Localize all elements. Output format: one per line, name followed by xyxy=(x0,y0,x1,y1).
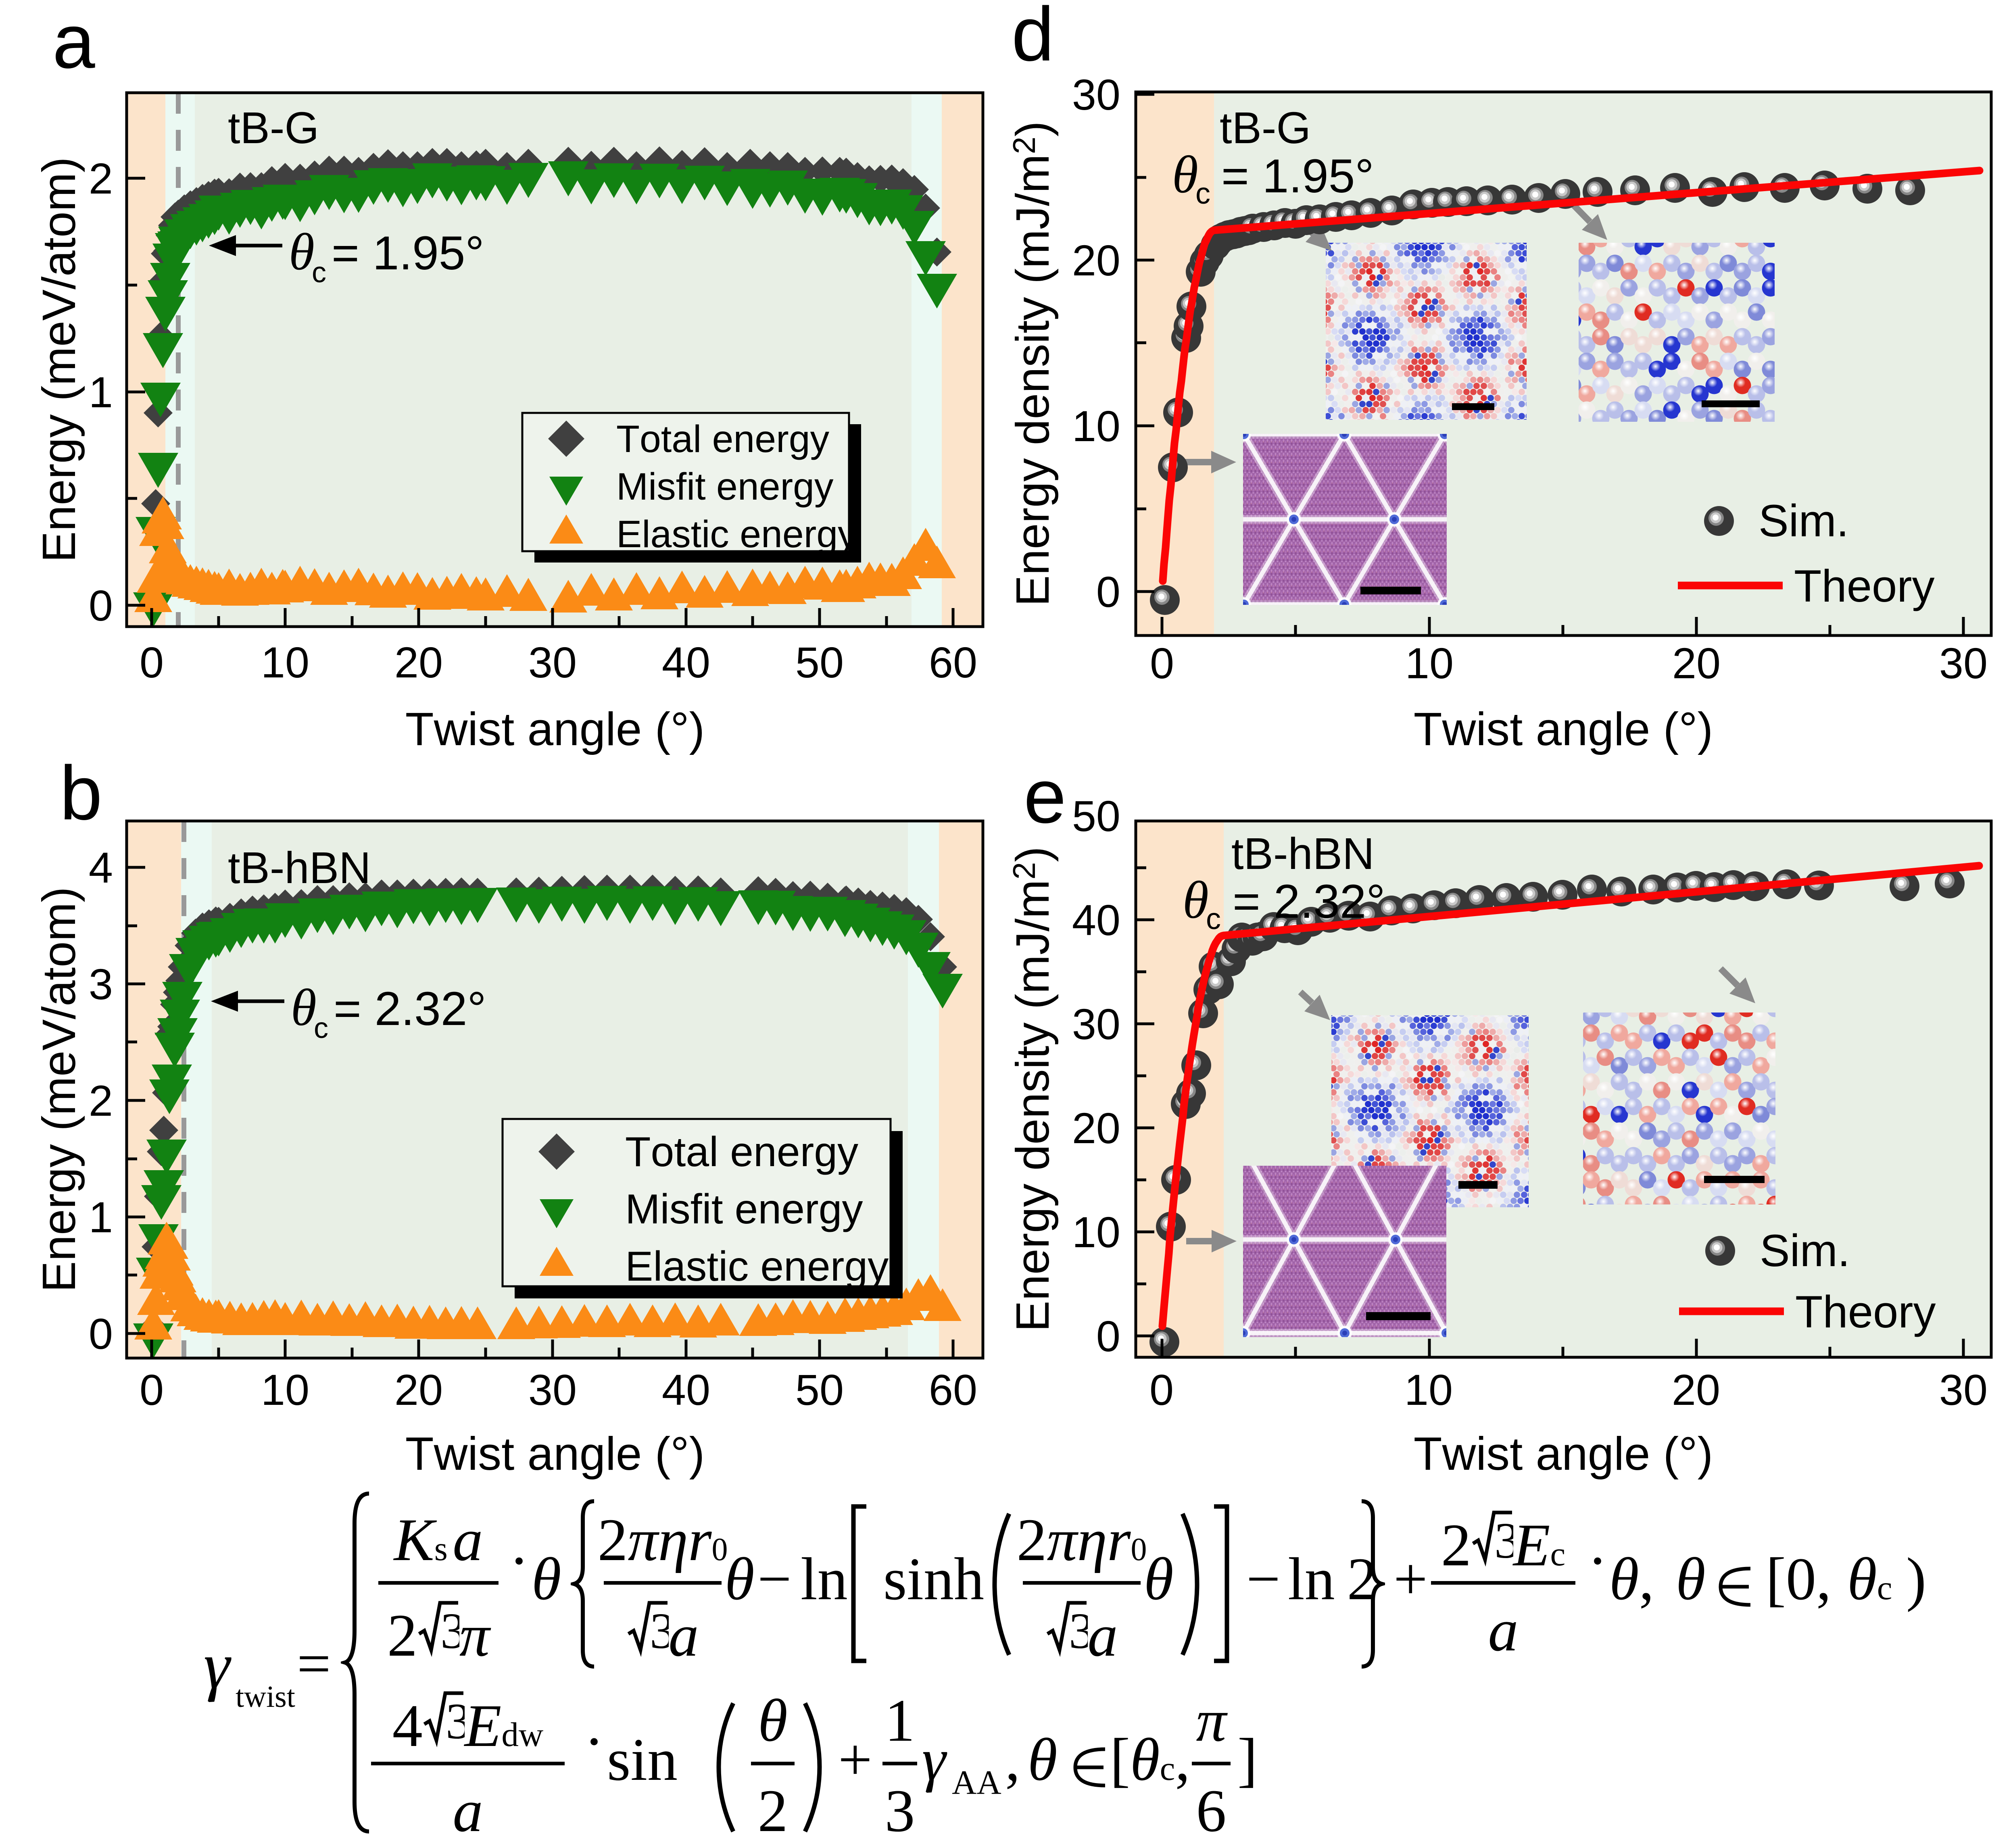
svg-text:20: 20 xyxy=(1072,236,1120,285)
svg-text:θ: θ xyxy=(289,223,315,281)
svg-text:θ: θ xyxy=(1183,870,1209,929)
svg-text:4: 4 xyxy=(89,843,113,892)
svg-text:Twist angle (°): Twist angle (°) xyxy=(405,1427,705,1480)
svg-text:0: 0 xyxy=(1096,567,1120,616)
svg-text:0: 0 xyxy=(140,638,164,687)
svg-text:3: 3 xyxy=(89,960,113,1008)
svg-text:c: c xyxy=(312,256,326,289)
svg-text:1: 1 xyxy=(89,368,113,417)
svg-text:e: e xyxy=(1024,754,1066,839)
svg-text:Sim.: Sim. xyxy=(1759,496,1849,546)
svg-text:b: b xyxy=(60,750,102,836)
svg-text:0: 0 xyxy=(1149,1365,1174,1414)
svg-text:tB-hBN: tB-hBN xyxy=(1231,829,1375,879)
svg-text:10: 10 xyxy=(1404,1365,1453,1414)
svg-text:Total energy: Total energy xyxy=(625,1129,858,1175)
svg-text:tB-G: tB-G xyxy=(1220,103,1311,153)
svg-text:tB-hBN: tB-hBN xyxy=(228,843,371,893)
svg-text:Elastic energy: Elastic energy xyxy=(616,513,857,556)
svg-text:Twist angle (°): Twist angle (°) xyxy=(1414,703,1713,755)
svg-text:= 1.95°: = 1.95° xyxy=(332,227,484,280)
svg-text:Misfit energy: Misfit energy xyxy=(616,465,834,508)
svg-text:30: 30 xyxy=(1939,639,1988,688)
svg-text:3: 3 xyxy=(446,1694,465,1750)
svg-text:40: 40 xyxy=(1072,896,1120,944)
svg-text:10: 10 xyxy=(261,638,309,687)
svg-text:tB-G: tB-G xyxy=(228,103,319,153)
svg-text:Sim.: Sim. xyxy=(1760,1225,1850,1276)
svg-text:3: 3 xyxy=(1069,1603,1088,1659)
svg-text:40: 40 xyxy=(662,638,710,687)
svg-text:40: 40 xyxy=(662,1365,710,1414)
svg-text:20: 20 xyxy=(1672,639,1721,688)
svg-text:Energy (meV/atom): Energy (meV/atom) xyxy=(33,887,85,1292)
svg-text:20: 20 xyxy=(394,1365,443,1414)
svg-text:10: 10 xyxy=(1072,402,1120,450)
svg-text:θ: θ xyxy=(1172,145,1198,204)
svg-text:50: 50 xyxy=(795,1365,844,1414)
svg-text:3: 3 xyxy=(440,1603,459,1659)
svg-text:= 1.95°: = 1.95° xyxy=(1221,150,1374,203)
svg-text:θ: θ xyxy=(291,979,317,1037)
svg-text:2: 2 xyxy=(89,1076,113,1125)
svg-text:20: 20 xyxy=(1672,1365,1720,1414)
svg-text:30: 30 xyxy=(1072,70,1120,119)
svg-text:Theory: Theory xyxy=(1795,1287,1936,1337)
svg-text:1: 1 xyxy=(89,1193,113,1242)
svg-text:Theory: Theory xyxy=(1794,561,1935,611)
svg-text:3: 3 xyxy=(650,1603,669,1659)
svg-text:20: 20 xyxy=(394,638,443,687)
svg-text:30: 30 xyxy=(1939,1365,1988,1414)
svg-text:0: 0 xyxy=(140,1365,164,1414)
svg-text:Misfit energy: Misfit energy xyxy=(625,1186,863,1233)
svg-text:30: 30 xyxy=(1072,1000,1120,1048)
svg-text:10: 10 xyxy=(1405,639,1454,688)
svg-text:60: 60 xyxy=(929,1365,977,1414)
svg-text:0: 0 xyxy=(89,1309,113,1358)
svg-text:50: 50 xyxy=(795,638,844,687)
svg-text:0: 0 xyxy=(1096,1312,1120,1360)
svg-text:Energy (meV/atom): Energy (meV/atom) xyxy=(33,157,85,563)
svg-text:c: c xyxy=(1195,177,1210,210)
svg-text:2: 2 xyxy=(89,154,113,203)
svg-text:20: 20 xyxy=(1072,1104,1120,1152)
svg-text:Twist angle (°): Twist angle (°) xyxy=(1414,1427,1713,1480)
svg-text:= 2.32°: = 2.32° xyxy=(1233,875,1385,928)
svg-text:Elastic energy: Elastic energy xyxy=(625,1243,889,1290)
svg-text:Total energy: Total energy xyxy=(616,418,830,460)
svg-text:60: 60 xyxy=(929,638,977,687)
svg-text:c: c xyxy=(1206,902,1221,935)
svg-text:3: 3 xyxy=(1494,1513,1513,1569)
svg-text:Energy density (mJ/m2): Energy density (mJ/m2) xyxy=(1006,846,1059,1332)
svg-text:Energy density (mJ/m2): Energy density (mJ/m2) xyxy=(1006,121,1059,606)
svg-text:10: 10 xyxy=(1072,1208,1120,1256)
svg-text:10: 10 xyxy=(261,1365,309,1414)
svg-text:c: c xyxy=(314,1012,328,1044)
svg-text:30: 30 xyxy=(528,1365,577,1414)
svg-text:30: 30 xyxy=(528,638,577,687)
svg-text:0: 0 xyxy=(89,581,113,630)
svg-text:0: 0 xyxy=(1150,639,1174,688)
svg-text:d: d xyxy=(1012,0,1054,77)
svg-text:50: 50 xyxy=(1072,792,1120,840)
svg-text:a: a xyxy=(52,0,95,84)
svg-text:= 2.32°: = 2.32° xyxy=(334,982,486,1035)
svg-text:Twist angle (°): Twist angle (°) xyxy=(405,703,705,755)
